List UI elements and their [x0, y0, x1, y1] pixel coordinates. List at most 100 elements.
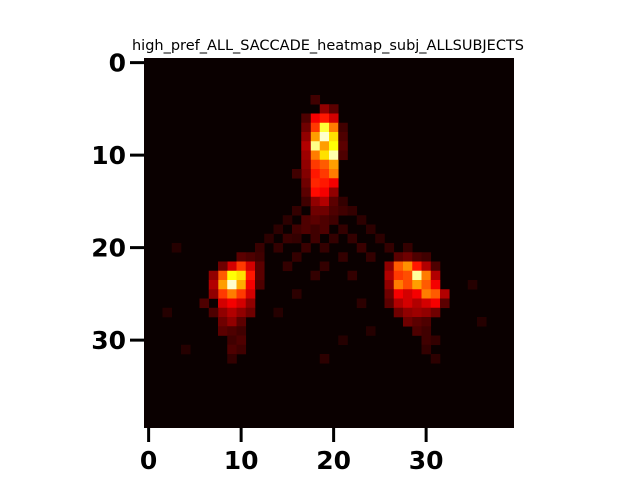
y-tick-label: 0: [109, 49, 126, 78]
heatmap-cell: [430, 298, 441, 309]
heatmap-cell: [208, 280, 219, 290]
heatmap-cell: [403, 243, 413, 253]
heatmap-cell: [412, 280, 422, 290]
heatmap-cell: [319, 113, 330, 124]
heatmap-cell: [310, 122, 321, 133]
heatmap-cell: [421, 270, 432, 281]
heatmap-cell: [347, 206, 358, 216]
heatmap-cell: [412, 261, 422, 272]
heatmap-cell: [218, 289, 228, 299]
heatmap-cell: [264, 233, 274, 244]
heatmap-cell: [477, 317, 487, 327]
heatmap-cell: [227, 270, 237, 281]
heatmap-cell: [403, 261, 413, 272]
heatmap-cell: [329, 122, 339, 133]
y-axis: 0 10 20 30: [91, 49, 144, 355]
heatmap-cell: [282, 215, 293, 225]
heatmap-cell: [310, 132, 321, 142]
heatmap-cell: [301, 224, 311, 235]
x-axis: 0 10 20 30: [140, 428, 444, 475]
heatmap-cell: [356, 215, 367, 225]
heatmap-cell: [347, 233, 358, 244]
x-tick-label: 30: [409, 446, 444, 475]
heatmap-cell: [301, 113, 311, 124]
heatmap-cell: [347, 270, 358, 281]
heatmap-cells: [144, 58, 514, 428]
heatmap-cell: [393, 289, 404, 299]
heatmap-cell: [319, 354, 330, 364]
heatmap-cell: [440, 298, 450, 309]
heatmap-cell: [403, 317, 413, 327]
heatmap-cell: [329, 196, 339, 207]
heatmap-cell: [236, 261, 247, 272]
heatmap-cell: [421, 317, 432, 327]
heatmap-cell: [329, 169, 339, 179]
heatmap-cell: [393, 252, 404, 262]
heatmap-cell: [310, 215, 321, 225]
heatmap-cell: [227, 298, 237, 309]
heatmap-cell: [301, 122, 311, 133]
heatmap-cell: [412, 289, 422, 299]
heatmap-cell: [319, 169, 330, 179]
heatmap-cell: [440, 289, 450, 299]
heatmap-cell: [319, 104, 330, 114]
x-tick-label: 10: [224, 446, 259, 475]
heatmap-cell: [338, 335, 348, 346]
heatmap-cell: [227, 261, 237, 272]
x-tick-label: 0: [140, 446, 157, 475]
heatmap-cell: [227, 289, 237, 299]
heatmap-cell: [208, 289, 219, 299]
heatmap-cell: [218, 307, 228, 318]
heatmap-cell: [430, 335, 441, 346]
heatmap-cell: [181, 344, 191, 355]
heatmap-cell: [236, 317, 247, 327]
heatmap-cell: [301, 150, 311, 161]
heatmap-cell: [301, 187, 311, 198]
heatmap-cell: [421, 252, 432, 262]
heatmap-cell: [319, 150, 330, 161]
heatmap-cell: [430, 307, 441, 318]
heatmap-cell: [393, 270, 404, 281]
heatmap-cell: [208, 307, 219, 318]
heatmap-cell: [338, 252, 348, 262]
heatmap-cell: [421, 326, 432, 336]
heatmap-cell: [412, 307, 422, 318]
heatmap-cell: [329, 178, 339, 188]
heatmap-cell: [255, 270, 265, 281]
heatmap-cell: [255, 261, 265, 272]
heatmap-cell: [301, 178, 311, 188]
heatmap-cell: [218, 261, 228, 272]
heatmap-cell: [310, 141, 321, 151]
heatmap-cell: [384, 289, 395, 299]
heatmap-cell: [430, 280, 441, 290]
heatmap-cell: [227, 354, 237, 364]
heatmap-cell: [384, 261, 395, 272]
heatmap-cell: [319, 159, 330, 170]
heatmap-cell: [310, 196, 321, 207]
heatmap-cell: [236, 344, 247, 355]
heatmap-cell: [329, 104, 339, 114]
heatmap-cell: [301, 196, 311, 207]
heatmap-cell: [329, 132, 339, 142]
heatmap-cell: [329, 150, 339, 161]
heatmap-cell: [310, 169, 321, 179]
heatmap-cell: [366, 224, 376, 235]
heatmap-cell: [255, 243, 265, 253]
heatmap-cell: [218, 326, 228, 336]
heatmap-cell: [292, 224, 302, 235]
chart-title: high_pref_ALL_SACCADE_heatmap_subj_ALLSU…: [132, 38, 524, 54]
heatmap-cell: [292, 289, 302, 299]
heatmap-cell: [218, 280, 228, 290]
heatmap-cell: [338, 141, 348, 151]
heatmap-cell: [236, 252, 247, 262]
heatmap-cell: [310, 95, 321, 105]
heatmap-cell: [319, 178, 330, 188]
heatmap-cell: [329, 206, 339, 216]
heatmap-cell: [282, 261, 293, 272]
heatmap-cell: [421, 335, 432, 346]
heatmap-cell: [384, 280, 395, 290]
heatmap-cell: [236, 270, 247, 281]
heatmap-cell: [384, 270, 395, 281]
heatmap-cell: [338, 224, 348, 235]
heatmap-cell: [236, 280, 247, 290]
